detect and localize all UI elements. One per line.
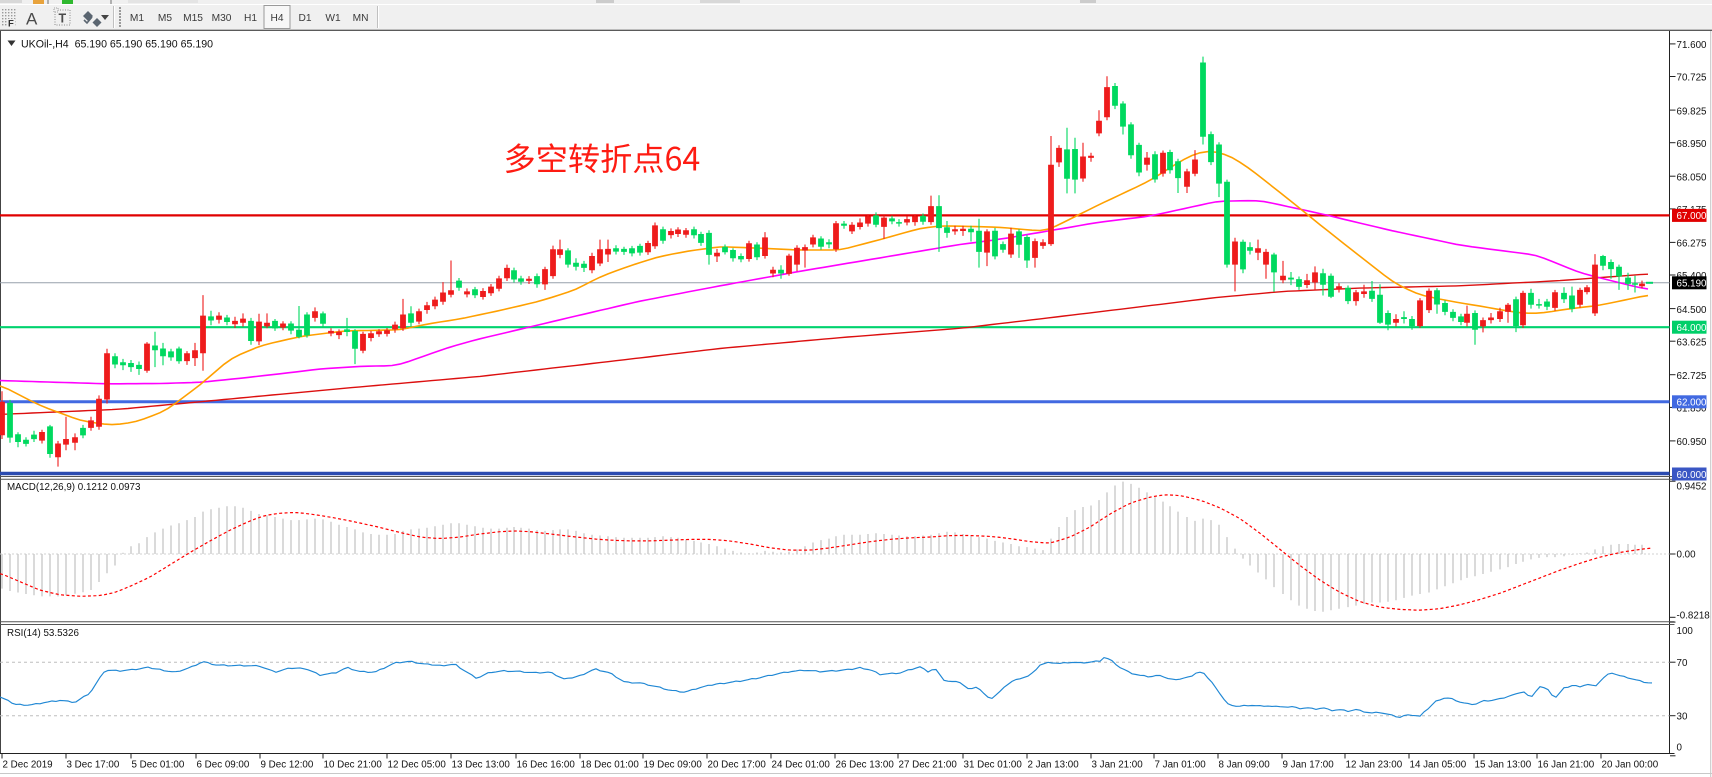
- svg-text:15 Jan 13:00: 15 Jan 13:00: [1475, 759, 1532, 770]
- svg-text:3 Dec 17:00: 3 Dec 17:00: [67, 759, 120, 770]
- svg-text:9 Dec 12:00: 9 Dec 12:00: [261, 759, 314, 770]
- svg-text:2 Jan 13:00: 2 Jan 13:00: [1028, 759, 1080, 770]
- svg-text:62.000: 62.000: [1677, 398, 1708, 409]
- svg-text:68.050: 68.050: [1677, 172, 1708, 183]
- svg-text:D1: D1: [298, 13, 311, 24]
- svg-text:20 Jan 00:00: 20 Jan 00:00: [1602, 759, 1659, 770]
- svg-text:F: F: [8, 19, 14, 30]
- svg-text:62.725: 62.725: [1677, 371, 1708, 382]
- svg-text:64.000: 64.000: [1677, 323, 1708, 334]
- svg-text:A: A: [26, 10, 38, 29]
- svg-text:60.000: 60.000: [1677, 470, 1708, 481]
- svg-text:M5: M5: [158, 13, 172, 24]
- svg-text:27 Dec 21:00: 27 Dec 21:00: [899, 759, 958, 770]
- svg-text:61.850: 61.850: [1677, 404, 1708, 415]
- svg-text:RSI(14) 53.5326: RSI(14) 53.5326: [7, 628, 79, 639]
- svg-text:M1: M1: [130, 13, 144, 24]
- svg-text:13 Dec 13:00: 13 Dec 13:00: [452, 759, 511, 770]
- svg-text:16 Jan 21:00: 16 Jan 21:00: [1538, 759, 1595, 770]
- svg-text:2 Dec 2019: 2 Dec 2019: [3, 759, 53, 770]
- svg-text:MN: MN: [353, 13, 369, 24]
- svg-text:20 Dec 17:00: 20 Dec 17:00: [708, 759, 767, 770]
- svg-text:7 Jan 01:00: 7 Jan 01:00: [1155, 759, 1207, 770]
- svg-text:19 Dec 09:00: 19 Dec 09:00: [644, 759, 703, 770]
- svg-text:T: T: [59, 12, 67, 26]
- svg-text:69.825: 69.825: [1677, 106, 1708, 117]
- svg-text:71.600: 71.600: [1677, 40, 1708, 51]
- svg-text:70.725: 70.725: [1677, 73, 1708, 84]
- svg-text:-0.8218: -0.8218: [1677, 610, 1711, 621]
- svg-text:10 Dec 21:00: 10 Dec 21:00: [324, 759, 383, 770]
- svg-text:UKOil-,H4 65.190 65.190 65.19: UKOil-,H4 65.190 65.190 65.190 65.190: [21, 39, 213, 51]
- svg-text:0.00: 0.00: [1677, 550, 1697, 561]
- svg-text:100: 100: [1677, 626, 1694, 637]
- svg-text:W1: W1: [325, 13, 341, 24]
- svg-text:M30: M30: [212, 13, 232, 24]
- svg-text:6 Dec 09:00: 6 Dec 09:00: [197, 759, 250, 770]
- svg-text:16 Dec 16:00: 16 Dec 16:00: [517, 759, 576, 770]
- svg-text:67.000: 67.000: [1677, 211, 1708, 222]
- svg-text:14 Jan 05:00: 14 Jan 05:00: [1410, 759, 1467, 770]
- svg-text:65.190: 65.190: [1677, 279, 1708, 290]
- svg-text:5 Dec 01:00: 5 Dec 01:00: [132, 759, 185, 770]
- svg-text:8 Jan 09:00: 8 Jan 09:00: [1219, 759, 1271, 770]
- svg-text:63.625: 63.625: [1677, 337, 1708, 348]
- svg-text:24 Dec 01:00: 24 Dec 01:00: [772, 759, 831, 770]
- svg-text:18 Dec 01:00: 18 Dec 01:00: [581, 759, 640, 770]
- svg-text:9 Jan 17:00: 9 Jan 17:00: [1283, 759, 1335, 770]
- svg-text:64.500: 64.500: [1677, 305, 1708, 316]
- svg-text:12 Jan 23:00: 12 Jan 23:00: [1346, 759, 1403, 770]
- svg-text:66.275: 66.275: [1677, 239, 1708, 250]
- svg-text:H1: H1: [244, 13, 257, 24]
- svg-text:M15: M15: [183, 13, 203, 24]
- svg-text:3 Jan 21:00: 3 Jan 21:00: [1092, 759, 1144, 770]
- svg-text:70: 70: [1677, 658, 1688, 669]
- svg-text:30: 30: [1677, 711, 1688, 722]
- svg-text:12 Dec 05:00: 12 Dec 05:00: [388, 759, 447, 770]
- svg-text:MACD(12,26,9) 0.1212 0.0973: MACD(12,26,9) 0.1212 0.0973: [7, 482, 141, 493]
- svg-text:0.9452: 0.9452: [1677, 481, 1707, 492]
- svg-text:68.950: 68.950: [1677, 139, 1708, 150]
- svg-text:26 Dec 13:00: 26 Dec 13:00: [836, 759, 895, 770]
- svg-text:H4: H4: [270, 13, 283, 24]
- svg-text:31 Dec 01:00: 31 Dec 01:00: [964, 759, 1023, 770]
- svg-text:0: 0: [1677, 743, 1683, 754]
- svg-text:60.950: 60.950: [1677, 437, 1708, 448]
